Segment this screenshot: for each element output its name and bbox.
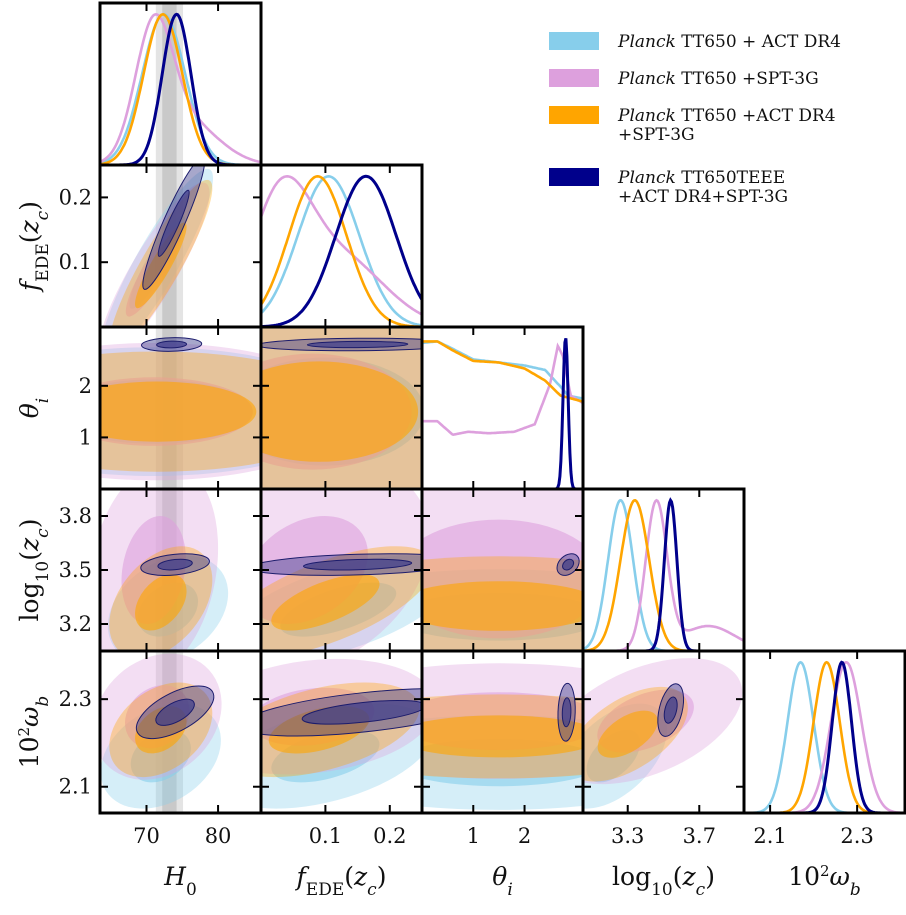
axis-label-fEDE: fEDE(zc) <box>295 862 387 900</box>
x-tick-label-ob: 2.3 <box>840 824 873 848</box>
contour-fEDE-logz <box>261 489 422 651</box>
posterior-ob-full <box>744 660 905 813</box>
posterior-fEDE-act <box>261 174 422 327</box>
y-tick-label-logz: 3.8 <box>59 504 92 528</box>
legend-label-full: +ACT DR4+SPT-3G <box>618 187 788 207</box>
contour-logz-ob <box>583 658 743 809</box>
contour-H0-ob-full-68 <box>155 698 195 726</box>
posterior-theta-full <box>422 337 583 489</box>
legend-label-both: Planck TT650 +ACT DR4 <box>617 106 836 126</box>
contour-H0-theta-full-68 <box>156 340 188 349</box>
axis-label-fEDE: fEDE(zc) <box>15 201 53 293</box>
contour-H0-logz-both-68 <box>135 574 187 631</box>
contour-fEDE-theta-both-68 <box>261 361 419 462</box>
x-tick-label-theta: 1 <box>467 824 480 848</box>
contour-theta-ob <box>422 663 583 810</box>
x-tick-label-fEDE: 0.2 <box>373 824 406 848</box>
y-tick-label-ob: 2.1 <box>59 775 92 799</box>
y-tick-label-theta: 1 <box>79 425 92 449</box>
contour-H0-fEDE-full-68 <box>157 189 190 257</box>
axis-label-ob: 102ωb <box>15 696 53 769</box>
x-tick-label-theta: 2 <box>518 824 531 848</box>
posterior-fEDE-full <box>261 174 422 327</box>
contour-theta-logz-full-68 <box>562 558 575 571</box>
posterior-fEDE-both <box>261 174 422 327</box>
axis-label-logz: log10(zc) <box>612 862 715 900</box>
contour-fEDE-logz-both-68 <box>271 574 380 631</box>
contour-fEDE-logz-full-68 <box>303 558 413 571</box>
x-tick-label-logz: 3.7 <box>683 824 716 848</box>
contour-fEDE-ob <box>261 658 422 809</box>
legend-label-full: Planck TT650TEEE <box>617 168 785 188</box>
contour-logz-ob-both-68 <box>597 710 658 758</box>
x-tick-label-H0: 70 <box>133 824 160 848</box>
posterior-theta-spt <box>422 342 583 437</box>
axis-label-theta: θi <box>15 398 53 419</box>
posterior-ob <box>744 660 905 813</box>
posterior-H0-spt <box>100 12 261 164</box>
axis-label-theta: θi <box>492 862 513 900</box>
legend-swatch-full <box>549 168 599 186</box>
y-tick-label-ob: 2.3 <box>59 687 92 711</box>
contour-theta-ob-both-68 <box>422 715 583 758</box>
x-tick-label-fEDE: 0.1 <box>309 824 342 848</box>
y-tick-label-logz: 3.2 <box>59 612 92 636</box>
panel-frame-2-2 <box>420 325 585 491</box>
axis-label-ob: 102ωb <box>788 862 861 900</box>
contour-H0-fEDE <box>100 165 214 327</box>
y-tick-label-fEDE: 0.2 <box>59 185 92 209</box>
contour-H0-ob <box>100 653 222 809</box>
contour-H0-fEDE-both-68 <box>135 222 187 309</box>
y-tick-label-theta: 2 <box>79 374 92 398</box>
axis-label-H0: H0 <box>163 862 197 900</box>
y-tick-label-fEDE: 0.1 <box>59 250 92 274</box>
contour-H0-logz-full-68 <box>157 558 193 571</box>
contour-H0-logz <box>100 489 229 651</box>
x-tick-label-ob: 2.1 <box>753 824 786 848</box>
y-tick-label-logz: 3.5 <box>59 558 92 582</box>
panel-frame-4-4 <box>742 649 906 815</box>
contour-fEDE-theta <box>261 327 422 489</box>
posterior-fEDE <box>261 174 422 327</box>
posterior-ob-spt <box>744 660 905 813</box>
legend-label-both: +SPT-3G <box>618 125 695 145</box>
posterior-fEDE-spt <box>261 174 422 316</box>
axis-label-logz: log10(zc) <box>15 519 53 622</box>
contour-H0-theta <box>100 337 261 481</box>
legend: Planck TT650 + ACT DR4 Planck TT650 +SPT-… <box>549 32 841 207</box>
posterior-theta <box>422 337 583 489</box>
contour-theta-logz <box>422 489 583 651</box>
panels-layer <box>98 1 906 815</box>
legend-swatch-both <box>549 106 599 124</box>
legend-swatch-act <box>549 32 599 50</box>
x-tick-label-H0: 80 <box>205 824 232 848</box>
posterior-logz-spt <box>583 498 744 651</box>
posterior-logz-both <box>583 498 744 651</box>
contour-fEDE-theta-full-68 <box>306 340 409 349</box>
contour-theta-ob-full-68 <box>561 697 572 728</box>
posterior-theta-both <box>422 340 583 403</box>
contour-fEDE-ob-full-68 <box>301 699 422 725</box>
contour-theta-logz-both-68 <box>422 581 583 631</box>
contour-H0-theta-both-68 <box>100 381 257 442</box>
legend-swatch-spt <box>549 69 599 87</box>
contour-logz-ob-full-68 <box>663 696 678 724</box>
posterior-logz-full <box>583 497 744 651</box>
legend-label-act: Planck TT650 + ACT DR4 <box>617 32 841 52</box>
x-tick-label-logz: 3.3 <box>611 824 644 848</box>
legend-label-spt: Planck TT650 +SPT-3G <box>617 69 819 89</box>
posterior-logz <box>583 497 744 651</box>
